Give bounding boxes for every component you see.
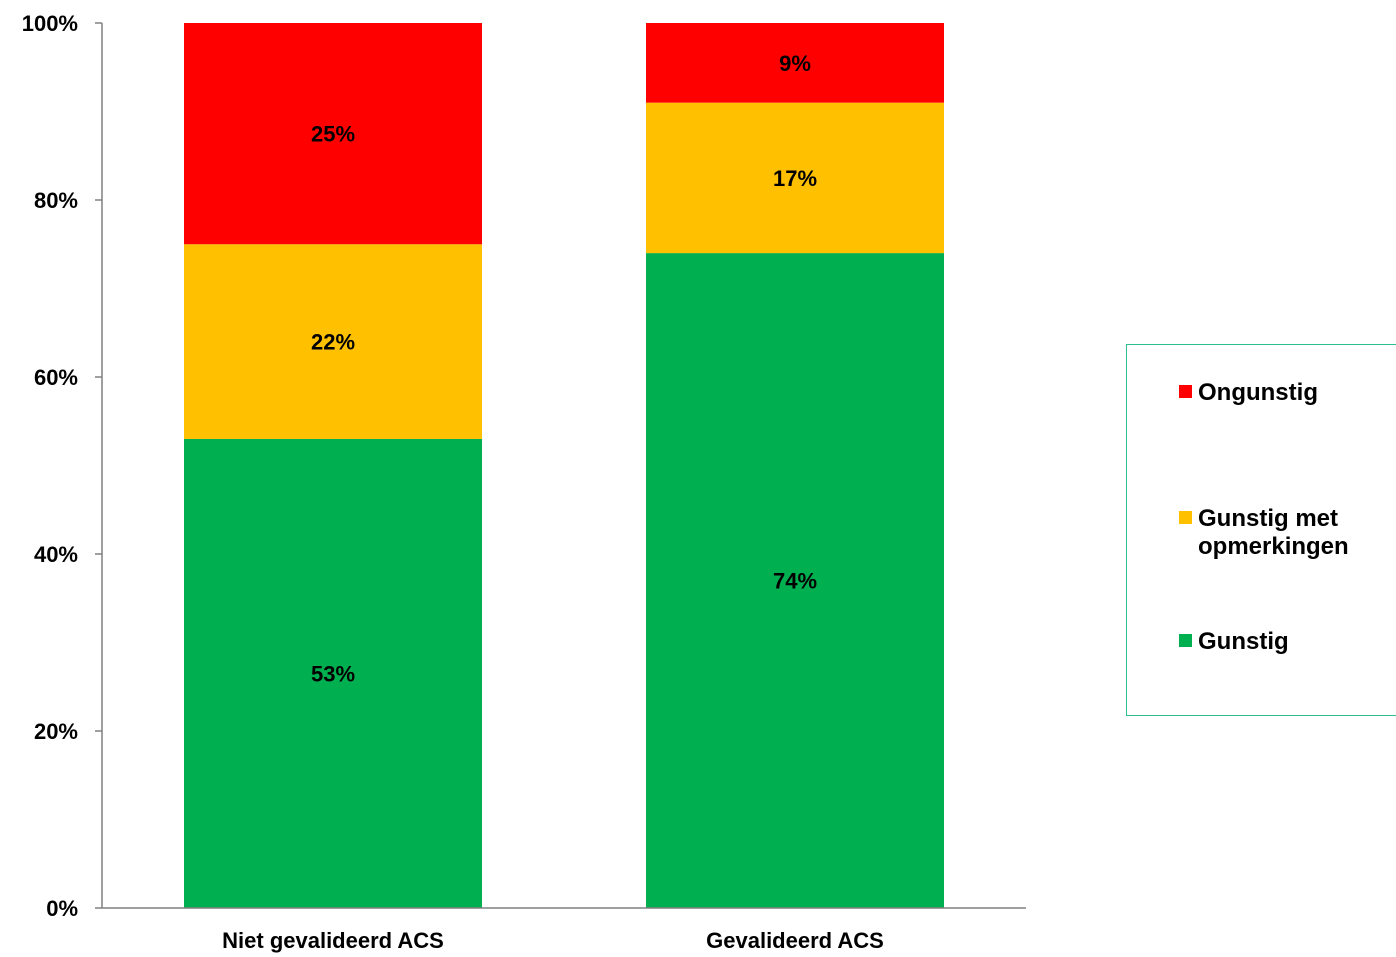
legend: Ongunstig Gunstig met opmerkingen Gunsti… bbox=[1126, 344, 1396, 716]
legend-label-gunstig: Gunstig bbox=[1198, 628, 1289, 655]
data-labels-group: 53% 22% 25% 74% 17% 9% bbox=[311, 51, 817, 687]
bar-segment-ongunstig-2 bbox=[646, 23, 944, 103]
bar-segment-gunstig-2 bbox=[646, 253, 944, 909]
y-tick-label-80: 80% bbox=[34, 188, 78, 213]
y-tick-label-20: 20% bbox=[34, 719, 78, 744]
bar-segment-gunstig-met-opmerkingen-1 bbox=[184, 244, 482, 439]
y-tick-label-40: 40% bbox=[34, 542, 78, 567]
data-label-gunstig-2: 74% bbox=[773, 569, 817, 594]
x-categories-group: Niet gevalideerd ACS Gevalideerd ACS bbox=[222, 928, 884, 953]
x-tick-label-2: Gevalideerd ACS bbox=[706, 928, 884, 953]
y-tick-label-60: 60% bbox=[34, 365, 78, 390]
legend-swatch-ongunstig bbox=[1179, 385, 1192, 398]
bar-segment-ongunstig-1 bbox=[184, 23, 482, 245]
data-label-gunstig-met-opmerkingen-2: 17% bbox=[773, 166, 817, 191]
y-tick-label-0: 0% bbox=[46, 896, 78, 921]
bar-segment-gunstig-1 bbox=[184, 438, 482, 908]
y-tick-label-100: 100% bbox=[22, 11, 78, 36]
legend-item-gunstig-met-opmerkingen: Gunstig met opmerkingen bbox=[1179, 505, 1378, 561]
data-label-gunstig-met-opmerkingen-1: 22% bbox=[311, 330, 355, 355]
data-label-gunstig-1: 53% bbox=[311, 661, 355, 686]
x-tick-label-1: Niet gevalideerd ACS bbox=[222, 928, 444, 953]
legend-label-ongunstig: Ongunstig bbox=[1198, 379, 1318, 406]
data-label-ongunstig-2: 9% bbox=[779, 51, 811, 76]
legend-swatch-gunstig-met-opmerkingen bbox=[1179, 511, 1192, 524]
y-ticks-group: 0% 20% 40% 60% 80% 100% bbox=[22, 11, 102, 921]
bar-segment-gunstig-met-opmerkingen-2 bbox=[646, 102, 944, 254]
legend-label-gunstig-met-opmerkingen: Gunstig met opmerkingen bbox=[1198, 505, 1349, 560]
legend-item-ongunstig: Ongunstig bbox=[1179, 379, 1378, 407]
data-label-ongunstig-1: 25% bbox=[311, 122, 355, 147]
legend-item-gunstig: Gunstig bbox=[1179, 628, 1378, 656]
stacked-bar-chart: 53% 22% 25% 74% 17% 9% 0% 20% 40% 60% 80% 100% Nie… bbox=[22, 11, 1026, 953]
bars-group bbox=[184, 23, 944, 909]
legend-swatch-gunstig bbox=[1179, 634, 1192, 647]
